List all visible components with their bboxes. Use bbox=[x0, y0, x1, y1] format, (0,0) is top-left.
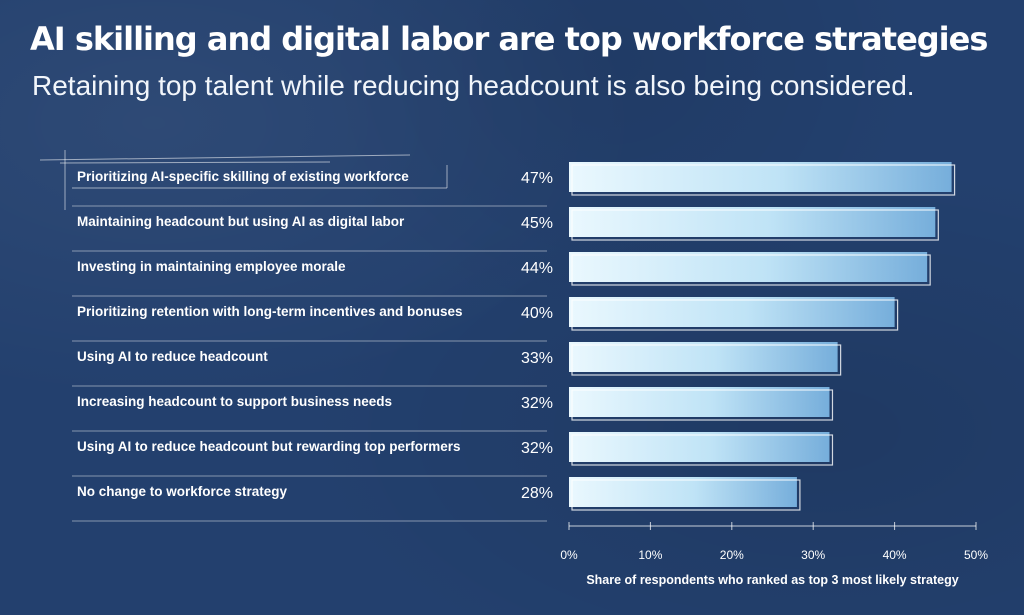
category-label: Maintaining headcount but using AI as di… bbox=[77, 214, 405, 229]
bar bbox=[569, 432, 829, 462]
bar bbox=[569, 162, 952, 192]
value-label: 28% bbox=[521, 485, 553, 502]
x-tick-label: 20% bbox=[720, 548, 744, 562]
bar bbox=[569, 477, 797, 507]
bar bbox=[569, 387, 829, 417]
bar bbox=[569, 297, 895, 327]
x-tick-label: 50% bbox=[964, 548, 988, 562]
bar bbox=[569, 252, 927, 282]
x-tick-label: 0% bbox=[560, 548, 578, 562]
value-label: 32% bbox=[521, 395, 553, 412]
bar bbox=[569, 207, 935, 237]
value-label: 33% bbox=[521, 350, 553, 367]
category-label: Prioritizing AI-specific skilling of exi… bbox=[77, 169, 409, 184]
value-label: 45% bbox=[521, 215, 553, 232]
value-label: 40% bbox=[521, 305, 553, 322]
category-label: Using AI to reduce headcount but rewardi… bbox=[77, 439, 461, 454]
value-label: 47% bbox=[521, 170, 553, 187]
x-tick-label: 10% bbox=[638, 548, 662, 562]
category-label: Increasing headcount to support business… bbox=[77, 394, 392, 409]
category-label: Prioritizing retention with long-term in… bbox=[77, 304, 463, 319]
x-axis-label: Share of respondents who ranked as top 3… bbox=[586, 573, 958, 587]
category-label: Using AI to reduce headcount bbox=[77, 349, 268, 364]
value-label: 44% bbox=[521, 260, 553, 277]
category-label: Investing in maintaining employee morale bbox=[77, 259, 346, 274]
value-label: 32% bbox=[521, 440, 553, 457]
x-tick-label: 40% bbox=[883, 548, 907, 562]
bar bbox=[569, 342, 838, 372]
category-label: No change to workforce strategy bbox=[77, 484, 288, 499]
x-tick-label: 30% bbox=[801, 548, 825, 562]
